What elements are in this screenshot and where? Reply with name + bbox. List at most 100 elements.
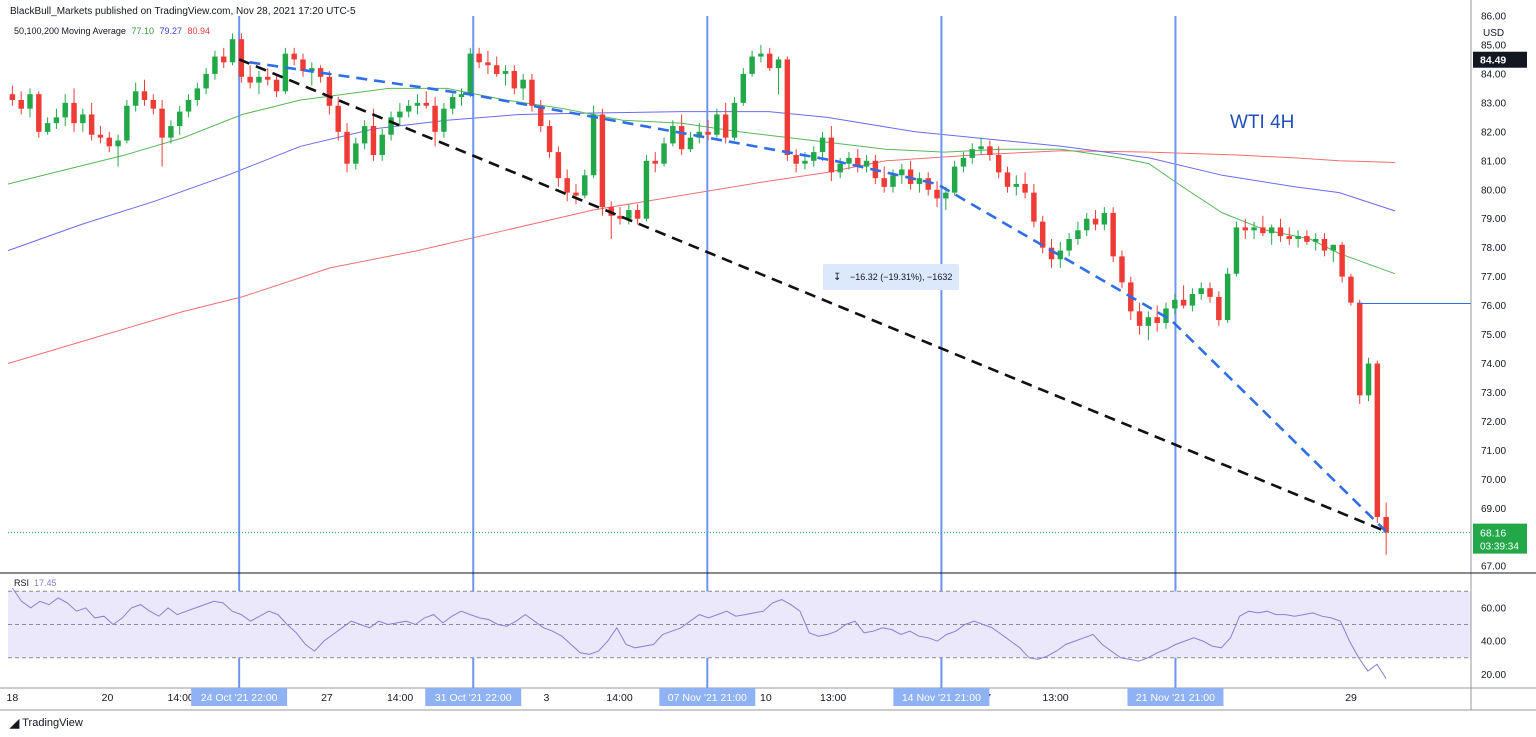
time-tick-label-3: 27 — [321, 692, 333, 704]
price-label-0: 84.49 — [1480, 55, 1506, 67]
candle-body-65 — [582, 175, 588, 196]
candle-body-123 — [1092, 218, 1099, 225]
candle-body-156 — [1383, 516, 1389, 533]
candle-body-50 — [449, 97, 456, 109]
rsi-line — [11, 587, 1387, 679]
candle-body-59 — [529, 79, 535, 106]
rsi-tick-label-1: 40.00 — [1481, 637, 1506, 648]
candle-body-52 — [467, 53, 474, 95]
candle-body-109 — [969, 149, 975, 158]
candle-body-114 — [1013, 183, 1020, 187]
candle-body-0 — [9, 94, 16, 100]
ma-value-2: 80.94 — [185, 26, 211, 36]
candle-body-97 — [863, 160, 870, 167]
publisher-line: BlackBull_Markets published on TradingVi… — [10, 6, 356, 17]
candle-body-66 — [590, 114, 597, 176]
candle-body-121 — [1075, 230, 1081, 239]
candle-body-137 — [1216, 296, 1222, 321]
ma-value-1: 79.27 — [156, 26, 182, 36]
candle-body-154 — [1365, 363, 1372, 396]
trendline-black[interactable] — [238, 58, 1387, 533]
candle-body-120 — [1066, 238, 1072, 251]
candle-body-71 — [634, 210, 641, 219]
candle-body-129 — [1145, 317, 1152, 326]
price-tick-label-17: 69.00 — [1481, 504, 1506, 515]
price-tick-label-19: 67.00 — [1481, 562, 1506, 573]
date-marker-tag-0 — [191, 688, 288, 706]
candle-body-136 — [1207, 288, 1213, 297]
candle-body-75 — [670, 126, 676, 144]
candle-body-22 — [203, 73, 209, 89]
price-tick-label-12: 74.00 — [1481, 359, 1506, 370]
trendlines[interactable] — [238, 58, 1388, 533]
candle-body-5 — [53, 117, 60, 124]
time-tick-label-2: 14:00 — [167, 692, 193, 704]
candle-body-150 — [1330, 244, 1337, 251]
candle-body-6 — [62, 102, 68, 118]
date-marker-label-0: 24 Oct '21 22:00 — [201, 692, 278, 704]
candle-body-45 — [405, 105, 412, 112]
price-tick-label-1: 85.00 — [1481, 40, 1506, 51]
rsi-value: 17.45 — [34, 578, 57, 588]
candle-body-91 — [811, 152, 817, 161]
price-tick-label-10: 76.00 — [1481, 301, 1506, 312]
candle-body-32 — [291, 53, 297, 60]
candle-body-19 — [176, 111, 183, 127]
candle-body-20 — [185, 99, 192, 112]
price-tick-label-13: 73.00 — [1481, 388, 1506, 399]
measure-label: −16.32 (−19.31%), −1632 — [850, 272, 952, 282]
candle-body-146 — [1295, 236, 1301, 239]
candle-body-147 — [1304, 236, 1310, 242]
candle-body-142 — [1260, 227, 1266, 234]
candle-body-24 — [221, 56, 227, 63]
axes: 86.00 85.00 84.00 83.00 82.00 81.00 80.00 79.00… — [0, 0, 1536, 711]
trendline-blue[interactable] — [249, 61, 1388, 533]
rsi-label: RSI — [14, 578, 30, 588]
candle-body-16 — [150, 99, 157, 109]
candle-body-43 — [388, 117, 394, 135]
date-marker-label-4: 21 Nov '21 21:00 — [1136, 692, 1215, 704]
price-tick-label-15: 71.00 — [1481, 446, 1506, 457]
candle-body-103 — [916, 178, 923, 184]
time-tick-label-1: 20 — [102, 692, 114, 704]
time-tick-label-4: 14:00 — [387, 692, 413, 704]
candle-body-87 — [775, 59, 782, 69]
candle-body-118 — [1048, 247, 1055, 260]
price-tick-label-0: 86.00 — [1481, 12, 1506, 23]
candle-body-119 — [1057, 250, 1064, 260]
candle-body-30 — [273, 79, 280, 92]
candle-body-18 — [168, 126, 174, 138]
candle-body-133 — [1180, 299, 1187, 306]
candle-body-155 — [1374, 363, 1381, 517]
candle-body-36 — [326, 76, 333, 106]
candle-body-107 — [951, 166, 958, 193]
candle-body-61 — [546, 126, 553, 153]
candle-body-143 — [1268, 227, 1275, 234]
candle-body-72 — [643, 160, 650, 219]
candle-body-86 — [766, 53, 773, 69]
candle-body-95 — [846, 157, 852, 164]
candle-body-76 — [678, 126, 685, 150]
candle-body-46 — [414, 102, 421, 106]
candle-body-85 — [758, 53, 764, 57]
candle-body-57 — [511, 71, 518, 89]
time-tick-label-0: 18 — [7, 692, 19, 704]
candle-body-67 — [599, 114, 606, 208]
ma200-line — [7, 150, 1395, 364]
time-tick-label-7: 10 — [760, 692, 772, 704]
candle-body-96 — [855, 157, 861, 167]
candle-body-106 — [943, 192, 949, 199]
price-tick-label-14: 72.00 — [1481, 417, 1506, 428]
candle-body-89 — [793, 155, 799, 164]
candle-body-110 — [978, 146, 984, 150]
candle-body-116 — [1031, 192, 1037, 222]
candle-body-82 — [731, 102, 738, 138]
candle-body-104 — [925, 178, 931, 190]
rsi-tick-label-0: 60.00 — [1481, 603, 1506, 614]
candle-body-73 — [652, 160, 658, 164]
candle-body-58 — [520, 79, 526, 89]
time-tick-label-12: 29 — [1345, 692, 1357, 704]
candle-body-7 — [71, 102, 77, 124]
tradingview-watermark[interactable]: ◢ TradingView — [10, 716, 83, 730]
